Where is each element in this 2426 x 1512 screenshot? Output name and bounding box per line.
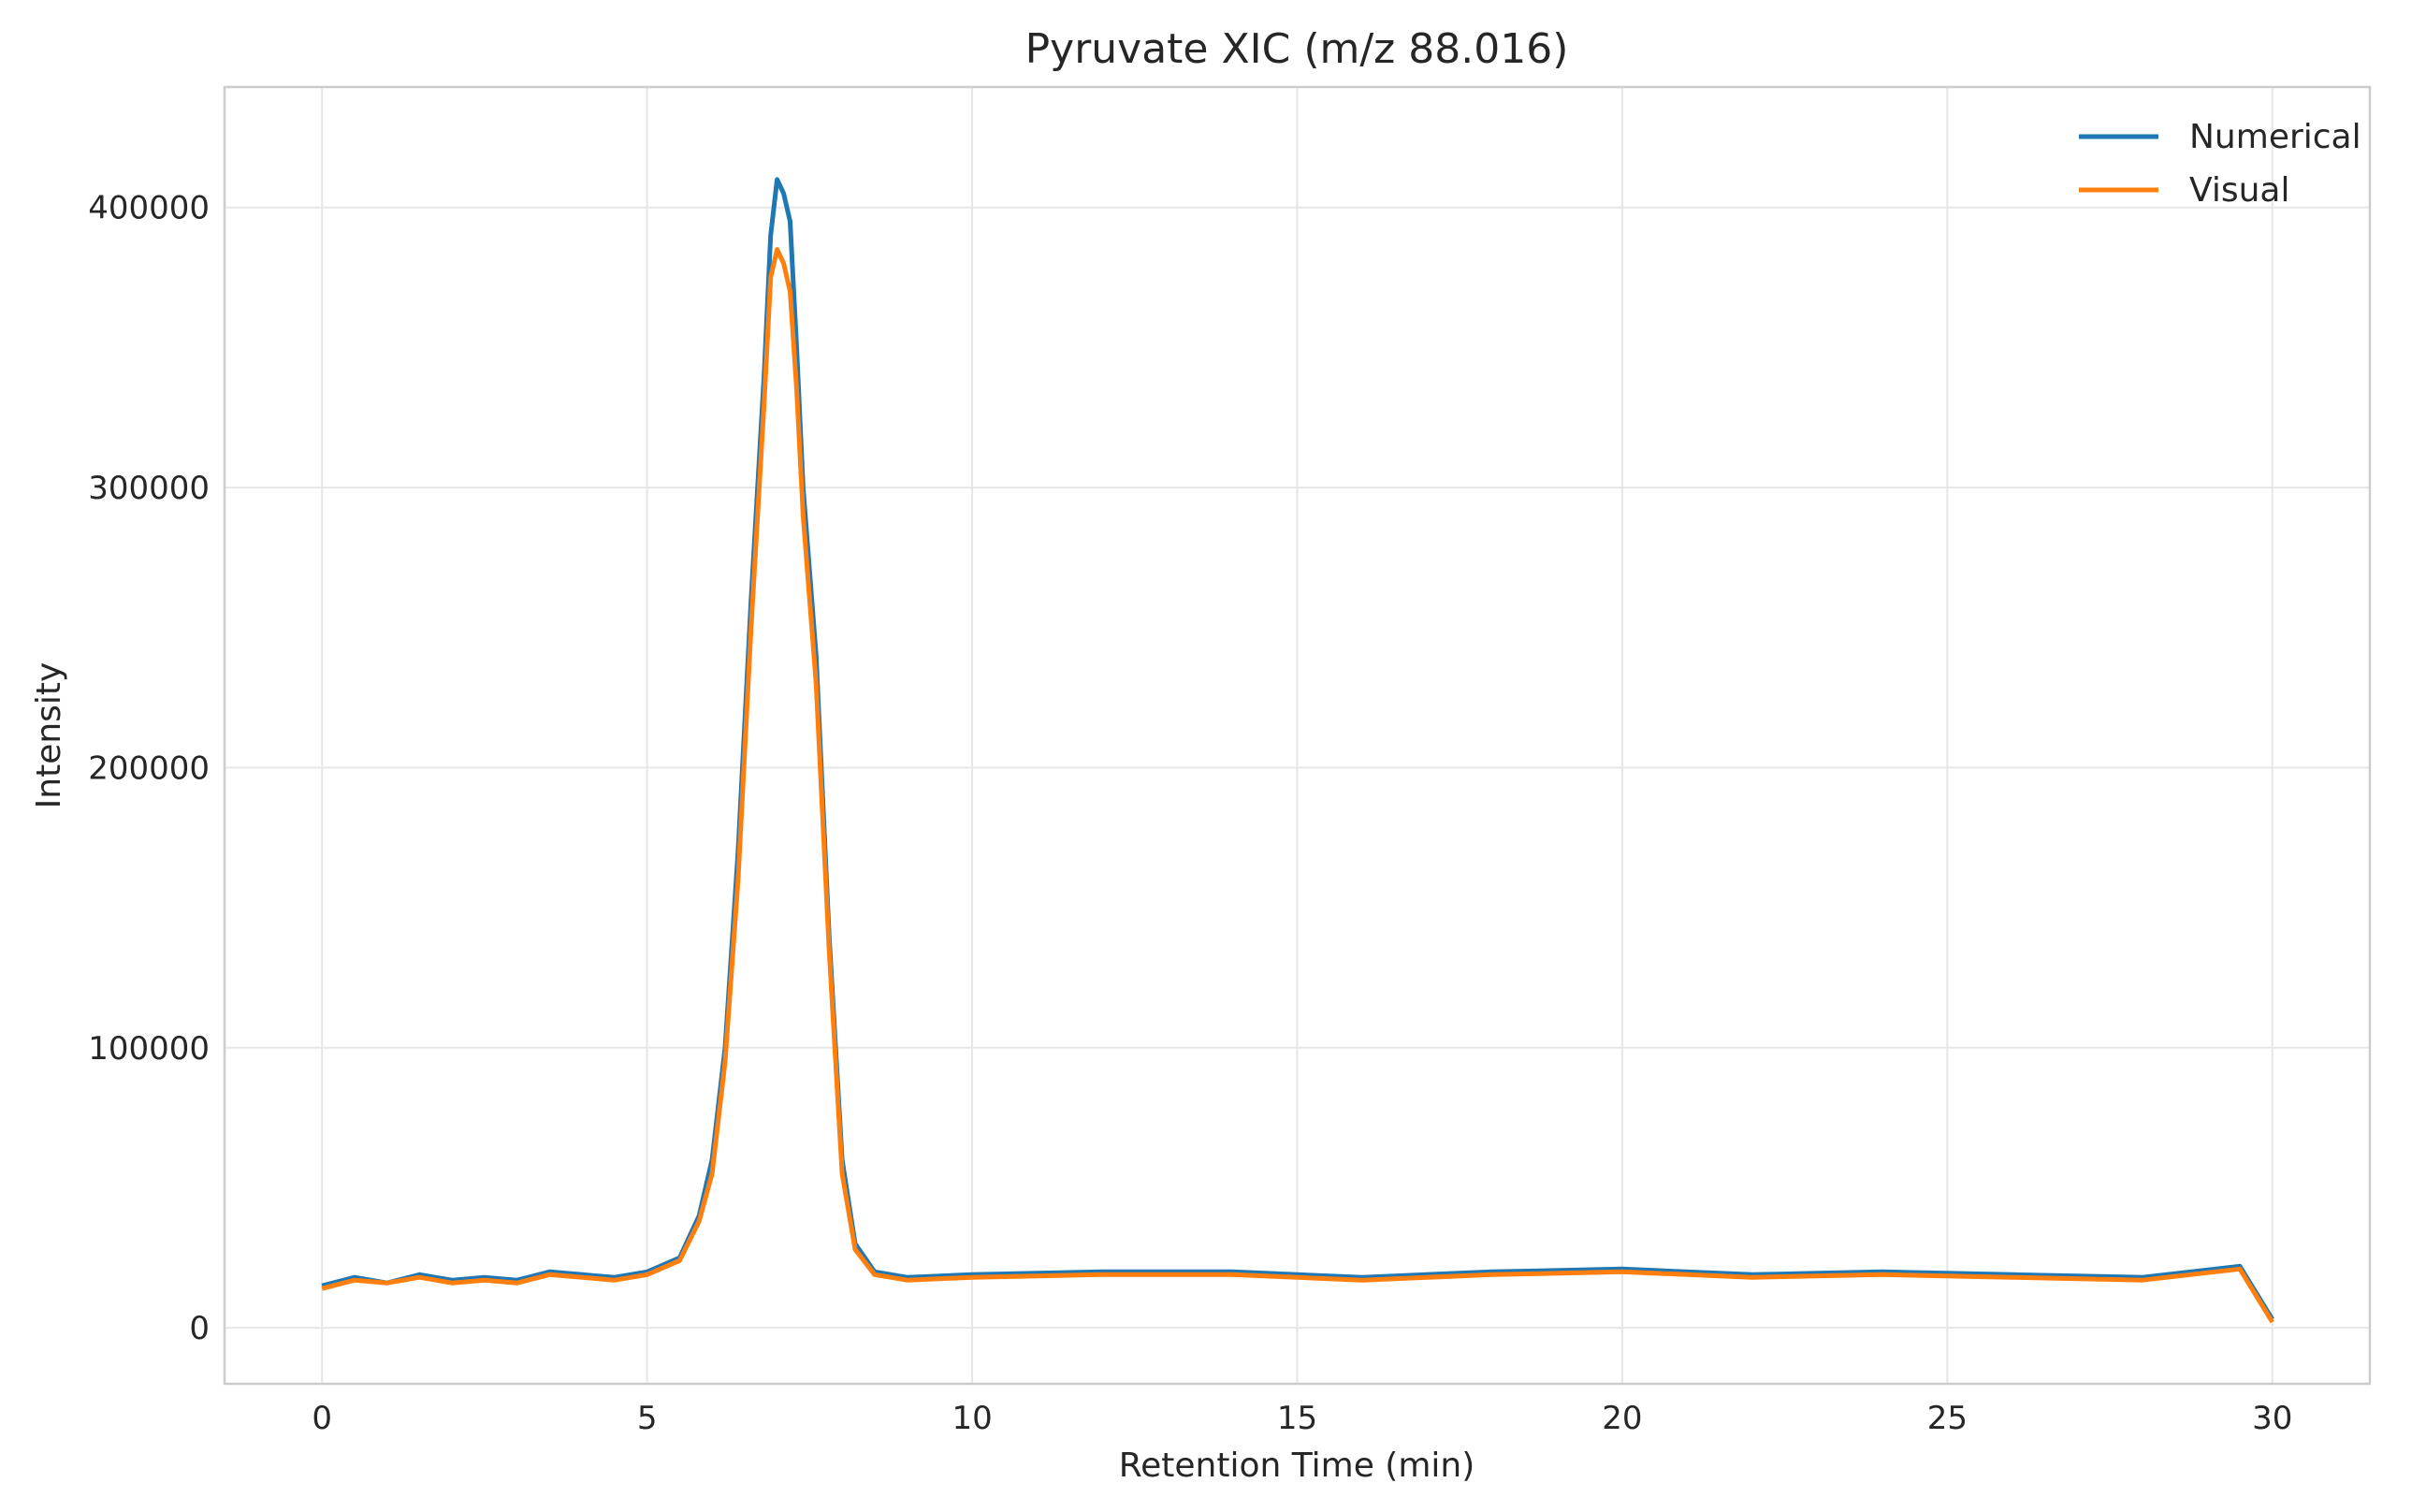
legend-label-visual: Visual [2189,171,2289,210]
legend-label-numerical: Numerical [2189,118,2361,156]
series-line-numerical [321,177,2274,1321]
y-tick-label: 300000 [88,470,210,507]
y-tick-label: 400000 [88,190,210,227]
y-tick-label: 200000 [88,749,210,787]
x-tick-label: 10 [952,1400,992,1437]
ticks: 0 5 10 15 20 25 30 0 100000 200000 300000 400000 [88,190,2292,1437]
plot-area [321,177,2274,1324]
y-tick-label: 0 [189,1310,210,1347]
x-tick-label: 20 [1602,1400,1642,1437]
x-tick-label: 25 [1927,1400,1968,1437]
y-axis-label: Intensity [30,662,68,809]
x-tick-label: 5 [637,1400,658,1437]
series-line-visual [321,247,2274,1324]
axes-frame [223,85,2372,1386]
x-tick-label: 30 [2252,1400,2292,1437]
x-tick-label: 15 [1277,1400,1317,1437]
x-tick-label: 0 [312,1400,332,1437]
y-tick-label: 100000 [88,1030,210,1068]
x-axis-label: Retention Time (min) [1119,1447,1475,1485]
grid [225,87,2370,1384]
legend: Numerical Visual [2079,118,2361,210]
chart-title: Pyruvate XIC (m/z 88.016) [1025,25,1569,73]
